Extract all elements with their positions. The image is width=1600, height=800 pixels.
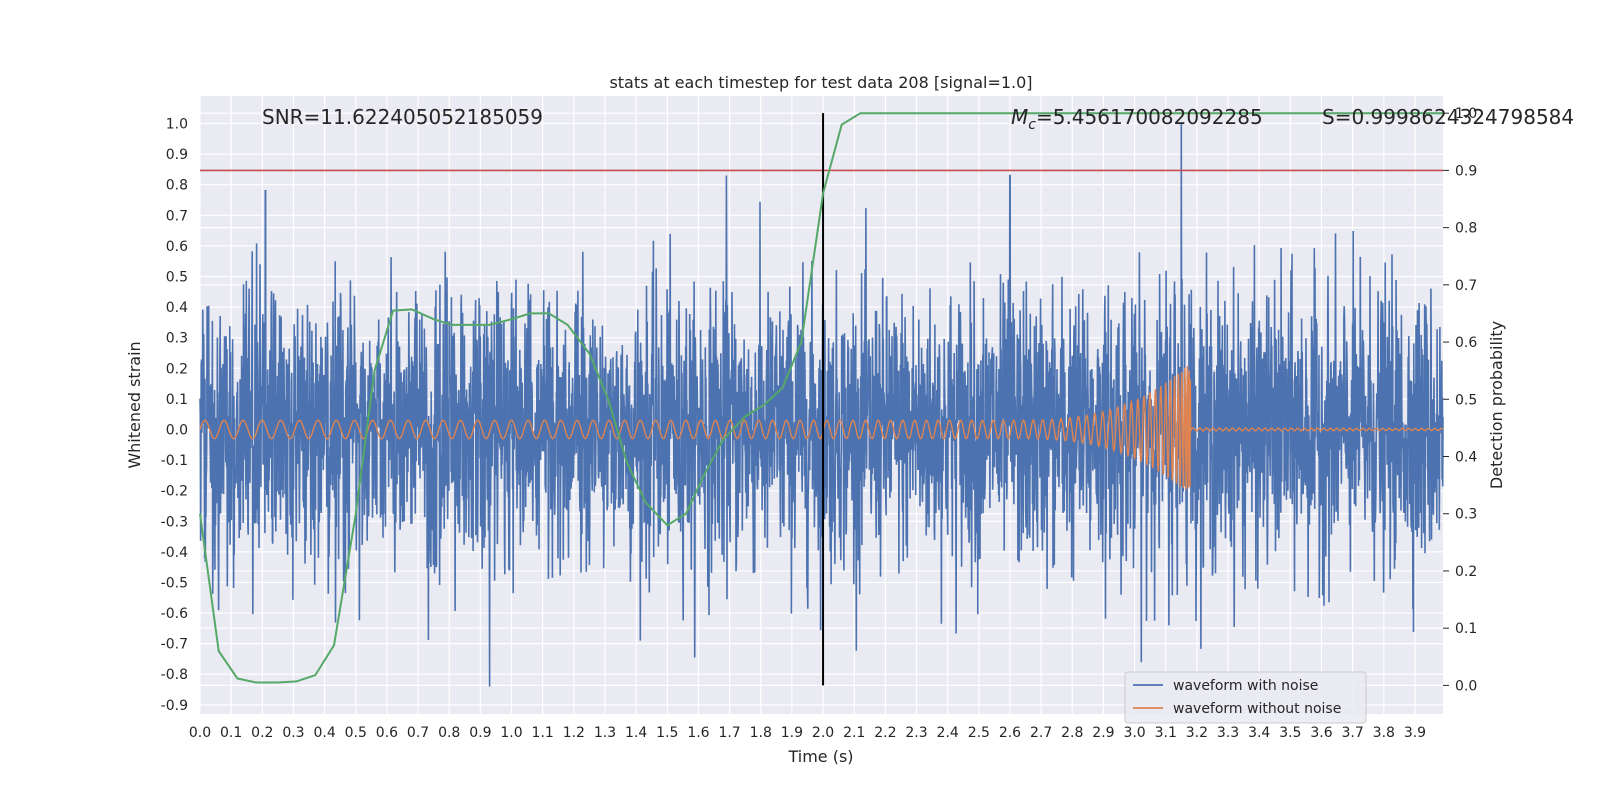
- y2-axis-label: Detection probability: [1487, 321, 1506, 489]
- x-tick-label: 0.9: [469, 725, 491, 741]
- x-tick-label: 3.6: [1310, 725, 1332, 741]
- x-tick-label: 3.4: [1248, 725, 1270, 741]
- chirp-mass-annotation: Mc=5.456170082092285: [1011, 105, 1263, 133]
- y-tick-label: -0.9: [161, 698, 188, 714]
- x-tick-label: 1.5: [656, 725, 678, 741]
- y2-tick-label: 0.8: [1455, 221, 1477, 237]
- x-tick-labels: 0.0 0.1 0.2 0.3 0.4 0.5 0.6 0.7 0.8 0.9 1.0 1.1 1.2 1…: [189, 725, 1426, 741]
- x-tick-label: 3.7: [1342, 725, 1364, 741]
- y-tick-label: 0.4: [166, 300, 188, 316]
- y-tick-label: 0.6: [166, 239, 188, 255]
- x-tick-label: 1.4: [625, 725, 647, 741]
- y-tick-label: 0.8: [166, 178, 188, 194]
- y-tick-label: 0.1: [166, 392, 188, 408]
- y2-tick-label: 0.7: [1455, 278, 1477, 294]
- y-tick-label: 0.9: [166, 147, 188, 163]
- y2-tick-label: 0.9: [1455, 163, 1477, 179]
- y-tick-label: -0.6: [161, 606, 188, 622]
- series-line-waveform-without-noise: [199, 366, 1444, 490]
- x-tick-label: 1.0: [500, 725, 522, 741]
- x-tick-label: 0.7: [407, 725, 429, 741]
- x-tick-label: 2.8: [1061, 725, 1083, 741]
- x-tick-label: 3.2: [1186, 725, 1208, 741]
- x-tick-label: 0.4: [313, 725, 335, 741]
- y-tick-label: -0.1: [161, 453, 188, 469]
- y-tick-label: 0.0: [166, 422, 188, 438]
- x-tick-label: 1.2: [563, 725, 585, 741]
- chart-title: stats at each timestep for test data 208…: [609, 73, 1032, 92]
- y2-tick-label: 0.3: [1455, 507, 1477, 523]
- y-tick-labels: 1.0 0.9 0.8 0.7 0.6 0.5 0.4 0.3 0.2 0.1 0.0 -0.1 -0.…: [161, 117, 188, 714]
- x-tick-label: 0.8: [438, 725, 460, 741]
- y-tick-label: 0.7: [166, 208, 188, 224]
- y-tick-label: -0.4: [161, 545, 188, 561]
- x-tick-label: 1.1: [532, 725, 554, 741]
- x-tick-label: 2.6: [999, 725, 1021, 741]
- y-tick-label: 0.5: [166, 270, 188, 286]
- y-tick-label: 0.3: [166, 331, 188, 347]
- x-tick-label: 2.9: [1092, 725, 1114, 741]
- y2-tick-label: 1.0: [1455, 106, 1477, 122]
- series-line-waveform-with-noise: [199, 123, 1444, 687]
- x-tick-label: 1.6: [687, 725, 709, 741]
- x-tick-label: 0.0: [189, 725, 211, 741]
- x-axis-label: Time (s): [787, 747, 853, 766]
- x-tick-label: 3.3: [1217, 725, 1239, 741]
- y2-tick-label: 0.0: [1455, 678, 1477, 694]
- x-tick-label: 3.0: [1123, 725, 1145, 741]
- series-line-detection-probability: [199, 112, 1443, 684]
- y2-tick-label: 0.5: [1455, 392, 1477, 408]
- s-annotation: S=0.9998624324798584: [1322, 105, 1574, 129]
- x-tick-label: 2.0: [812, 725, 834, 741]
- x-tick-label: 0.6: [376, 725, 398, 741]
- x-tick-label: 0.1: [220, 725, 242, 741]
- y2-tick-labels: 1.0 0.9 0.8 0.7 0.6 0.5 0.4 0.3 0.2 0.1 0.0: [1443, 106, 1477, 694]
- x-tick-label: 2.4: [937, 725, 959, 741]
- y-tick-label: 0.2: [166, 361, 188, 377]
- legend-label-noise: waveform with noise: [1173, 678, 1318, 694]
- legend-box: [1124, 671, 1367, 724]
- y2-tick-label: 0.1: [1455, 621, 1477, 637]
- x-tick-label: 3.9: [1404, 725, 1426, 741]
- y2-tick-label: 0.6: [1455, 335, 1477, 351]
- x-tick-label: 0.3: [282, 725, 304, 741]
- x-tick-label: 0.2: [251, 725, 273, 741]
- x-tick-label: 3.5: [1279, 725, 1301, 741]
- x-tick-label: 3.1: [1155, 725, 1177, 741]
- x-tick-label: 2.7: [1030, 725, 1052, 741]
- x-tick-label: 0.5: [345, 725, 367, 741]
- x-tick-label: 2.1: [843, 725, 865, 741]
- y2-tick-label: 0.2: [1455, 564, 1477, 580]
- y-tick-label: -0.7: [161, 637, 188, 653]
- y-tick-label: -0.2: [161, 484, 188, 500]
- x-tick-label: 1.7: [718, 725, 740, 741]
- legend-label-clean: waveform without noise: [1173, 701, 1341, 717]
- x-tick-label: 1.9: [781, 725, 803, 741]
- y2-tick-label: 0.4: [1455, 450, 1477, 466]
- y-tick-label: -0.3: [161, 514, 188, 530]
- x-tick-label: 2.2: [874, 725, 896, 741]
- x-tick-label: 1.3: [594, 725, 616, 741]
- legend: waveform with noise waveform without noi…: [1124, 671, 1367, 724]
- y-tick-label: -0.8: [161, 667, 188, 683]
- y-tick-label: -0.5: [161, 575, 188, 591]
- x-tick-label: 3.8: [1373, 725, 1395, 741]
- x-tick-label: 1.8: [750, 725, 772, 741]
- x-tick-label: 2.5: [968, 725, 990, 741]
- snr-annotation: SNR=11.622405052185059: [262, 105, 543, 129]
- x-tick-label: 2.3: [905, 725, 927, 741]
- y-tick-label: 1.0: [166, 117, 188, 133]
- y-axis-label: Whitened strain: [125, 341, 144, 468]
